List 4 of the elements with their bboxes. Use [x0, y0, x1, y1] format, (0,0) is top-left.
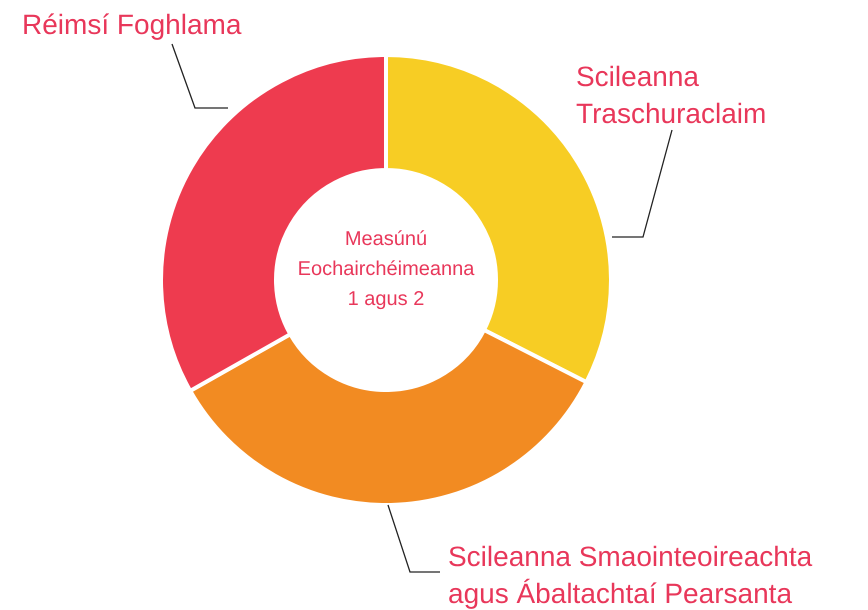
slice-label: Réimsí Foghlama [22, 9, 242, 40]
slice-label: Scileanna Smaointeoireachta agus Ábaltachtaí Pearsanta [448, 541, 813, 609]
slice-label: Scileanna Traschuraclaim [576, 61, 766, 129]
text: Measúnú Eochairchéimeanna 1 agus 2 [298, 228, 476, 310]
